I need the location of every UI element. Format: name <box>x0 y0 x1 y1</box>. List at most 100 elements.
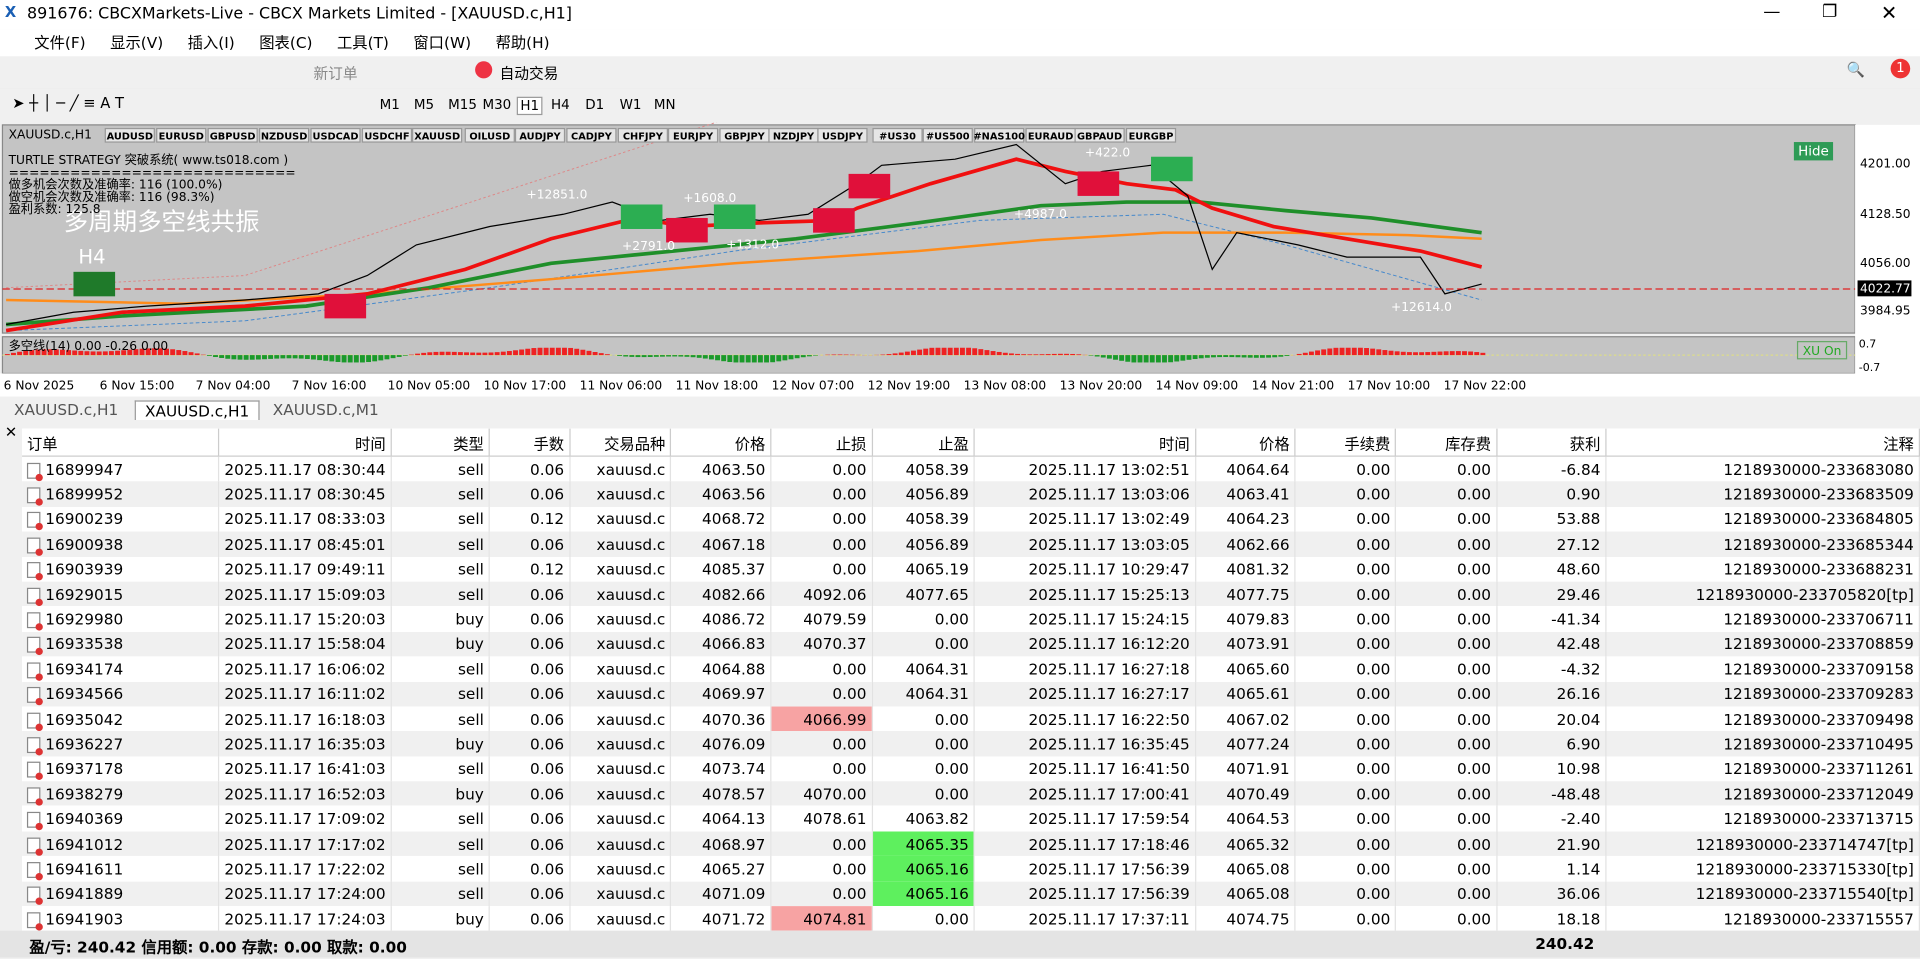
symbol-label[interactable]: #US500 <box>926 132 970 143</box>
xu-label[interactable]: XU On <box>1803 344 1842 358</box>
timeframe-button[interactable]: M15 <box>448 96 477 113</box>
order-row[interactable]: 16929015 2025.11.17 15:09:03 sell 0.06 xauus… <box>22 581 1920 607</box>
order-row[interactable]: 16936227 2025.11.17 16:35:03 buy 0.06 xauusd… <box>22 731 1920 757</box>
close[interactable]: ✕ <box>1880 1 1898 25</box>
order-row[interactable]: 16900938 2025.11.17 08:45:01 sell 0.06 xauus… <box>22 531 1920 557</box>
cursor-tool[interactable]: ➤ ┼ │ ─ ╱ ≡ A T <box>12 94 124 112</box>
symbol-label[interactable]: USDCHF <box>364 132 409 143</box>
column-header[interactable]: 交易品种 <box>569 428 672 457</box>
column-header[interactable]: 时间 <box>218 428 392 457</box>
timeframe-button[interactable]: H4 <box>551 96 570 113</box>
new-order[interactable]: 新订单 <box>313 64 358 83</box>
symbol-label[interactable]: GBPUSD <box>210 132 256 143</box>
symbol-label[interactable]: AUDUSD <box>107 132 153 143</box>
menu-item[interactable]: 显示(V) <box>110 33 164 52</box>
symbol-label[interactable]: EURJPY <box>673 132 714 143</box>
symbol-button[interactable] <box>817 127 868 143</box>
symbol-button[interactable] <box>566 127 617 143</box>
column-header[interactable]: 手数 <box>489 428 571 457</box>
maximize[interactable]: ❐ <box>1822 2 1838 23</box>
symbol-button[interactable] <box>1125 127 1177 143</box>
symbol-label[interactable]: NZDUSD <box>261 132 308 143</box>
order-row[interactable]: 16903939 2025.11.17 09:49:11 sell 0.12 xauus… <box>22 556 1920 582</box>
column-header[interactable]: 库存费 <box>1395 428 1498 457</box>
order-row[interactable]: 16940369 2025.11.17 17:09:02 sell 0.06 xauus… <box>22 806 1920 832</box>
order-row[interactable]: 16941903 2025.11.17 17:24:03 buy 0.06 xauusd… <box>22 906 1920 931</box>
timeframe-button[interactable]: W1 <box>619 96 642 113</box>
menu-item[interactable]: 窗口(W) <box>413 33 472 52</box>
column-header[interactable]: 价格 <box>1195 428 1296 457</box>
symbol-label[interactable]: CADJPY <box>571 132 613 143</box>
symbol-button[interactable] <box>156 127 207 143</box>
symbol-label[interactable]: OILUSD <box>469 132 510 143</box>
timeframe-button[interactable]: MN <box>653 96 676 113</box>
symbol-button[interactable] <box>617 127 668 143</box>
timeframe-button[interactable]: D1 <box>585 96 605 113</box>
search[interactable]: 🔍 <box>1846 61 1865 79</box>
order-row[interactable]: 16935042 2025.11.17 16:18:03 sell 0.06 xauus… <box>22 706 1920 732</box>
symbol-button[interactable] <box>104 127 155 143</box>
order-row[interactable]: 16941611 2025.11.17 17:22:02 sell 0.06 xauus… <box>22 856 1920 882</box>
symbol-button[interactable] <box>1074 127 1125 143</box>
timeframe-button[interactable]: H1 <box>516 96 543 116</box>
chart-tab[interactable]: XAUUSD.c,H1 <box>13 400 119 419</box>
symbol-button[interactable] <box>974 127 1025 143</box>
column-header[interactable]: 注释 <box>1605 428 1920 457</box>
order-row[interactable]: 16900239 2025.11.17 08:33:03 sell 0.12 xauus… <box>22 506 1920 532</box>
menu-item[interactable]: 工具(T) <box>336 33 389 52</box>
symbol-label[interactable]: #US30 <box>879 132 916 143</box>
symbol-button[interactable] <box>258 127 310 143</box>
symbol-button[interactable] <box>310 127 361 143</box>
symbol-button[interactable] <box>922 127 973 143</box>
order-row[interactable]: 16938279 2025.11.17 16:52:03 buy 0.06 xauusd… <box>22 781 1920 807</box>
order-row[interactable]: 16929980 2025.11.17 15:20:03 buy 0.06 xauusd… <box>22 606 1920 632</box>
symbol-label[interactable]: EURUSD <box>159 132 204 143</box>
symbol-label[interactable]: USDJPY <box>822 132 864 143</box>
close-panel[interactable]: ✕ <box>4 423 18 441</box>
hide-button[interactable] <box>1793 142 1834 161</box>
timeframe-button[interactable]: M30 <box>482 96 512 113</box>
column-header[interactable]: 时间 <box>974 428 1196 457</box>
chart-tab[interactable]: XAUUSD.c,H1 <box>134 400 260 421</box>
chart-tab[interactable]: XAUUSD.c,M1 <box>272 400 379 419</box>
symbol-label[interactable]: #NAS100 <box>973 132 1025 143</box>
symbol-label[interactable]: USDCAD <box>313 132 359 143</box>
symbol-label[interactable]: EURAUD <box>1028 132 1074 143</box>
symbol-label[interactable]: EURGBP <box>1129 132 1174 143</box>
notifications[interactable]: 1 <box>1890 58 1911 79</box>
order-row[interactable]: 16899947 2025.11.17 08:30:44 sell 0.06 xauus… <box>22 456 1920 482</box>
menu-item[interactable]: 图表(C) <box>259 33 313 52</box>
column-header[interactable]: 止盈 <box>872 428 975 457</box>
xu-button[interactable] <box>1796 341 1848 360</box>
symbol-button[interactable] <box>412 127 463 143</box>
symbol-button[interactable] <box>361 127 413 143</box>
column-header[interactable]: 获利 <box>1496 428 1607 457</box>
order-row[interactable]: 16937178 2025.11.17 16:41:03 sell 0.06 xauus… <box>22 756 1920 782</box>
order-row[interactable]: 16934566 2025.11.17 16:11:02 sell 0.06 xauus… <box>22 681 1920 707</box>
hide-label[interactable]: Hide <box>1798 145 1829 160</box>
timeframe-button[interactable]: M5 <box>413 96 435 113</box>
minimize[interactable]: — <box>1763 2 1781 23</box>
column-header[interactable]: 手续费 <box>1295 428 1397 457</box>
order-row[interactable]: 16941889 2025.11.17 17:24:00 sell 0.06 xauus… <box>22 881 1920 907</box>
symbol-label[interactable]: CHFJPY <box>623 132 664 143</box>
auto-trade[interactable]: 自动交易 <box>499 64 559 83</box>
symbol-button[interactable] <box>207 127 258 143</box>
symbol-button[interactable] <box>464 127 515 143</box>
column-header[interactable]: 价格 <box>670 428 772 457</box>
order-row[interactable]: 16934174 2025.11.17 16:06:02 sell 0.06 xauus… <box>22 656 1920 682</box>
column-header[interactable]: 类型 <box>391 428 490 457</box>
order-row[interactable]: 16933538 2025.11.17 15:58:04 buy 0.06 xauusd… <box>22 631 1920 657</box>
symbol-label[interactable]: NZDJPY <box>773 132 815 143</box>
menu-item[interactable]: 插入(I) <box>187 33 235 52</box>
menu-item[interactable]: 帮助(H) <box>495 33 550 52</box>
symbol-label[interactable]: AUDJPY <box>519 132 561 143</box>
symbol-label[interactable]: GBPAUD <box>1077 132 1122 143</box>
symbol-label[interactable]: XAUUSD <box>414 132 460 143</box>
timeframe-button[interactable]: M1 <box>379 96 400 113</box>
symbol-button[interactable] <box>872 127 923 143</box>
symbol-button[interactable] <box>514 127 566 143</box>
column-header[interactable]: 订单 <box>22 428 220 457</box>
order-row[interactable]: 16899952 2025.11.17 08:30:45 sell 0.06 xauus… <box>22 481 1920 507</box>
menu-item[interactable]: 文件(F) <box>34 33 86 52</box>
